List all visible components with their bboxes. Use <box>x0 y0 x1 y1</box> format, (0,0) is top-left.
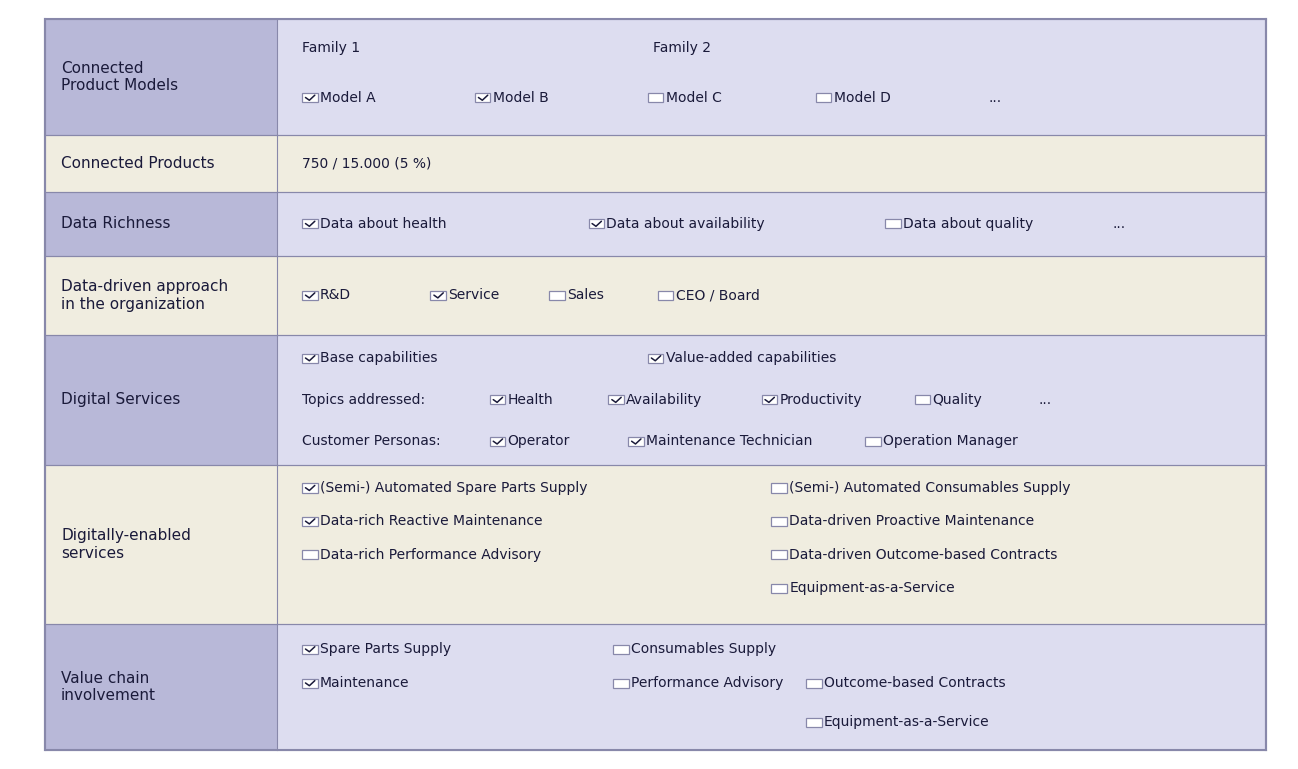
Text: Maintenance: Maintenance <box>319 676 409 691</box>
Bar <box>771 584 787 593</box>
Text: (Semi-) Automated Spare Parts Supply: (Semi-) Automated Spare Parts Supply <box>319 481 588 495</box>
Bar <box>489 395 505 404</box>
Bar <box>278 256 1266 335</box>
Text: 750 / 15.000 (5 %): 750 / 15.000 (5 %) <box>302 156 431 170</box>
Bar <box>302 291 318 300</box>
Bar <box>45 135 278 191</box>
Text: Sales: Sales <box>567 288 604 302</box>
Text: ...: ... <box>1038 393 1051 407</box>
Bar <box>45 191 278 256</box>
Text: Model C: Model C <box>666 91 722 105</box>
Text: Equipment-as-a-Service: Equipment-as-a-Service <box>789 581 955 595</box>
Text: Data about quality: Data about quality <box>903 217 1033 231</box>
Bar <box>613 644 628 654</box>
Bar <box>915 395 931 404</box>
Text: Data-driven Proactive Maintenance: Data-driven Proactive Maintenance <box>789 514 1035 528</box>
Text: Data-rich Reactive Maintenance: Data-rich Reactive Maintenance <box>319 514 543 528</box>
Bar <box>302 644 318 654</box>
Text: (Semi-) Automated Consumables Supply: (Semi-) Automated Consumables Supply <box>789 481 1071 495</box>
Bar <box>278 191 1266 256</box>
Text: Data-driven approach
in the organization: Data-driven approach in the organization <box>61 279 228 311</box>
Text: Base capabilities: Base capabilities <box>319 351 437 365</box>
Bar <box>489 437 505 446</box>
Bar <box>816 93 832 102</box>
Text: Data-driven Outcome-based Contracts: Data-driven Outcome-based Contracts <box>789 548 1058 562</box>
Text: Model D: Model D <box>833 91 890 105</box>
Text: Connected
Product Models: Connected Product Models <box>61 61 178 93</box>
Text: Consumables Supply: Consumables Supply <box>631 642 776 656</box>
Bar <box>613 678 628 687</box>
Text: Model B: Model B <box>493 91 549 105</box>
Bar <box>45 624 278 750</box>
Bar <box>771 517 787 526</box>
Text: ...: ... <box>1112 217 1125 231</box>
Text: Operation Manager: Operation Manager <box>883 434 1018 448</box>
Bar <box>278 335 1266 464</box>
Text: Quality: Quality <box>933 393 983 407</box>
Bar <box>45 256 278 335</box>
Text: Value-added capabilities: Value-added capabilities <box>666 351 836 365</box>
Bar <box>302 219 318 228</box>
Text: Digitally-enabled
services: Digitally-enabled services <box>61 528 191 561</box>
Text: R&D: R&D <box>319 288 350 302</box>
Text: Operator: Operator <box>508 434 570 448</box>
Text: Family 2: Family 2 <box>653 41 711 55</box>
Text: Data about health: Data about health <box>319 217 447 231</box>
Bar <box>762 395 778 404</box>
Bar <box>658 291 674 300</box>
Text: Model A: Model A <box>319 91 375 105</box>
Text: CEO / Board: CEO / Board <box>676 288 759 302</box>
Bar <box>45 335 278 464</box>
Bar <box>278 464 1266 624</box>
Bar <box>628 437 644 446</box>
Bar <box>431 291 447 300</box>
Bar <box>45 464 278 624</box>
Bar <box>302 93 318 102</box>
Text: Data-rich Performance Advisory: Data-rich Performance Advisory <box>319 548 541 562</box>
Bar <box>302 484 318 493</box>
Bar <box>549 291 565 300</box>
Bar <box>45 19 278 135</box>
Text: Equipment-as-a-Service: Equipment-as-a-Service <box>824 715 989 729</box>
Text: ...: ... <box>989 91 1002 105</box>
Bar <box>588 219 604 228</box>
Text: Topics addressed:: Topics addressed: <box>302 393 424 407</box>
Bar <box>302 678 318 687</box>
Text: Availability: Availability <box>626 393 702 407</box>
Text: Productivity: Productivity <box>779 393 862 407</box>
Text: Outcome-based Contracts: Outcome-based Contracts <box>824 676 1006 691</box>
Text: Digital Services: Digital Services <box>61 392 180 408</box>
Bar <box>806 717 822 727</box>
Bar <box>302 354 318 363</box>
Bar <box>771 484 787 493</box>
Bar <box>302 551 318 560</box>
Bar <box>302 517 318 526</box>
Bar <box>278 624 1266 750</box>
Text: Spare Parts Supply: Spare Parts Supply <box>319 642 450 656</box>
Bar <box>609 395 624 404</box>
Text: Value chain
involvement: Value chain involvement <box>61 671 156 703</box>
Text: Service: Service <box>448 288 500 302</box>
Text: Family 1: Family 1 <box>302 41 360 55</box>
Text: Data Richness: Data Richness <box>61 216 170 231</box>
Text: Health: Health <box>508 393 553 407</box>
Bar <box>771 551 787 560</box>
Bar <box>475 93 491 102</box>
Bar <box>648 354 663 363</box>
Bar <box>885 219 901 228</box>
Text: Data about availability: Data about availability <box>606 217 765 231</box>
Text: Performance Advisory: Performance Advisory <box>631 676 784 691</box>
Text: Connected Products: Connected Products <box>61 155 214 171</box>
Bar <box>806 678 822 687</box>
Bar <box>866 437 881 446</box>
Bar <box>278 135 1266 191</box>
Bar <box>278 19 1266 135</box>
Bar <box>648 93 663 102</box>
Text: Maintenance Technician: Maintenance Technician <box>646 434 813 448</box>
Text: Customer Personas:: Customer Personas: <box>302 434 440 448</box>
